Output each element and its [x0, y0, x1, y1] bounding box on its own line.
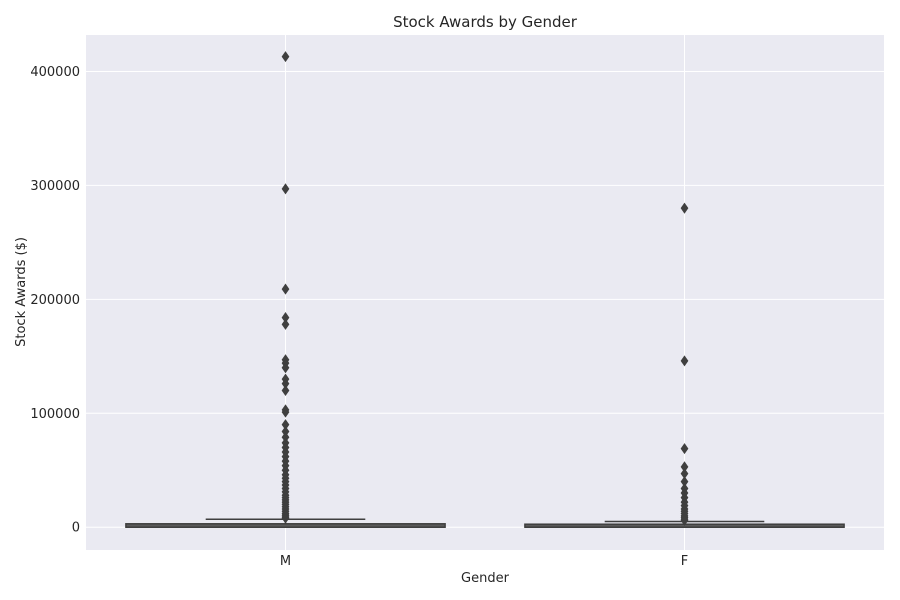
x-tick-label: F [681, 554, 688, 569]
x-tick-label: M [280, 554, 291, 569]
outlier-point [680, 202, 689, 214]
box-M [125, 51, 446, 528]
outlier-point [281, 512, 290, 524]
plot-background [86, 35, 884, 550]
y-tick-label: 0 [72, 521, 80, 536]
outlier-point [680, 514, 689, 526]
y-tick-label: 400000 [30, 65, 80, 80]
chart-title: Stock Awards by Gender [393, 13, 578, 31]
y-tick-label: 100000 [30, 407, 80, 422]
box-F [524, 202, 845, 528]
outlier-point [281, 384, 290, 397]
outlier-point [281, 283, 290, 295]
y-tick-label: 300000 [30, 179, 80, 194]
outlier-point [281, 362, 290, 374]
outlier-point [281, 51, 290, 63]
outlier-point [281, 183, 290, 195]
boxes-layer [125, 51, 845, 528]
y-axis-title: Stock Awards ($) [14, 237, 29, 347]
y-tick-labels: 0 100000 200000 300000 400000 [30, 65, 80, 536]
outlier-point [281, 318, 290, 330]
x-axis-title: Gender [461, 571, 510, 586]
outlier-point [281, 406, 290, 418]
outlier-point [680, 355, 689, 367]
y-tick-label: 200000 [30, 293, 80, 308]
outlier-point [680, 443, 689, 455]
